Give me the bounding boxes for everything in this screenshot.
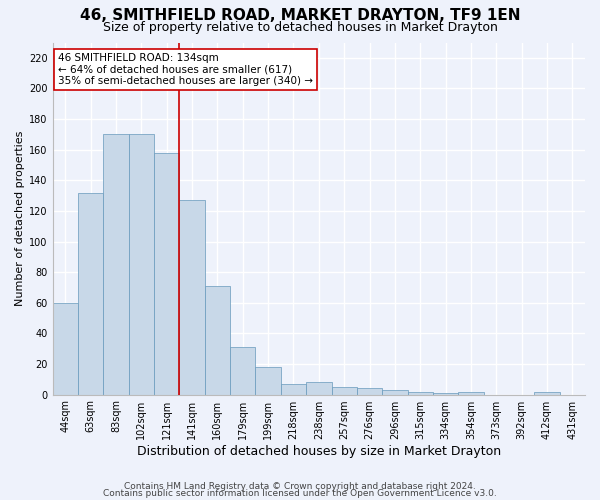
Bar — [154, 152, 179, 394]
Bar — [230, 347, 256, 395]
Bar — [535, 392, 560, 394]
Bar — [205, 286, 230, 395]
Text: 46, SMITHFIELD ROAD, MARKET DRAYTON, TF9 1EN: 46, SMITHFIELD ROAD, MARKET DRAYTON, TF9… — [80, 8, 520, 22]
Bar — [332, 387, 357, 394]
Bar — [256, 367, 281, 394]
Text: Contains public sector information licensed under the Open Government Licence v3: Contains public sector information licen… — [103, 490, 497, 498]
Text: 46 SMITHFIELD ROAD: 134sqm
← 64% of detached houses are smaller (617)
35% of sem: 46 SMITHFIELD ROAD: 134sqm ← 64% of deta… — [58, 53, 313, 86]
Bar — [281, 384, 306, 394]
Text: Contains HM Land Registry data © Crown copyright and database right 2024.: Contains HM Land Registry data © Crown c… — [124, 482, 476, 491]
Bar — [129, 134, 154, 394]
X-axis label: Distribution of detached houses by size in Market Drayton: Distribution of detached houses by size … — [137, 444, 501, 458]
Bar — [458, 392, 484, 394]
Text: Size of property relative to detached houses in Market Drayton: Size of property relative to detached ho… — [103, 21, 497, 34]
Bar — [357, 388, 382, 394]
Bar — [433, 393, 458, 394]
Y-axis label: Number of detached properties: Number of detached properties — [15, 131, 25, 306]
Bar — [306, 382, 332, 394]
Bar — [407, 392, 433, 394]
Bar — [382, 390, 407, 394]
Bar — [179, 200, 205, 394]
Bar — [103, 134, 129, 394]
Bar — [53, 302, 78, 394]
Bar — [78, 192, 103, 394]
